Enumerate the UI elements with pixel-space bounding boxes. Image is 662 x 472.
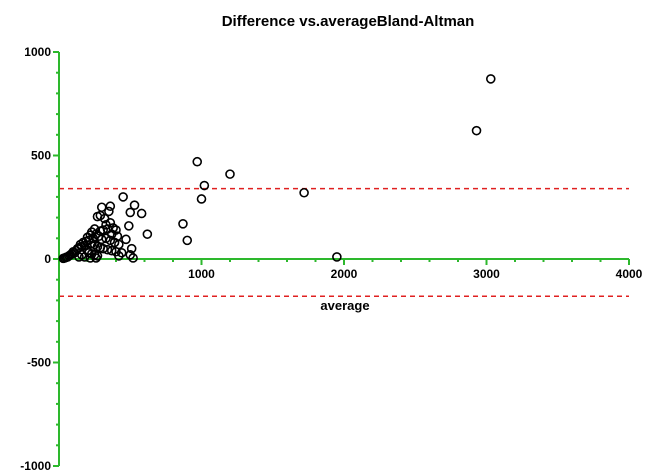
data-point xyxy=(91,253,101,263)
x-tick-label: 4000 xyxy=(616,267,643,281)
data-point xyxy=(104,206,114,217)
data-point xyxy=(125,207,136,218)
data-point xyxy=(485,74,496,84)
data-point xyxy=(58,253,69,264)
x-tick-label: 3000 xyxy=(473,267,500,281)
plot-area: 1000 500 0 -500 -1000 1000 2000 3000 4000 xyxy=(20,45,642,472)
x-tick-label: 2000 xyxy=(331,267,358,281)
y-tick-label: 0 xyxy=(44,252,51,266)
y-tick-label: -1000 xyxy=(20,459,51,472)
data-point xyxy=(96,202,107,213)
data-point xyxy=(121,234,131,245)
data-point xyxy=(299,187,309,198)
data-point xyxy=(102,244,113,255)
data-point xyxy=(124,221,134,231)
data-point xyxy=(192,156,203,167)
data-point xyxy=(332,252,342,262)
data-point xyxy=(126,243,137,254)
data-point xyxy=(129,200,140,210)
data-point xyxy=(74,252,84,262)
y-tick-label: 1000 xyxy=(24,45,51,59)
data-point xyxy=(106,245,117,256)
data-point xyxy=(199,180,210,191)
data-point xyxy=(196,194,207,204)
x-axis-label: average xyxy=(320,298,369,313)
data-point xyxy=(85,253,96,263)
data-point xyxy=(105,201,116,212)
data-point xyxy=(136,208,147,219)
y-tick-label: -500 xyxy=(27,356,51,370)
data-point xyxy=(471,125,482,136)
x-tick-label: 1000 xyxy=(188,267,215,281)
y-tick-label: 500 xyxy=(31,149,51,163)
data-point xyxy=(142,229,153,239)
data-point xyxy=(178,219,188,229)
chart-title: Difference vs.averageBland-Altman xyxy=(222,13,475,30)
data-point xyxy=(225,169,235,179)
data-point xyxy=(182,235,193,246)
data-point xyxy=(114,251,124,261)
data-point xyxy=(98,243,108,254)
data-point xyxy=(118,192,128,202)
data-point xyxy=(128,253,138,263)
